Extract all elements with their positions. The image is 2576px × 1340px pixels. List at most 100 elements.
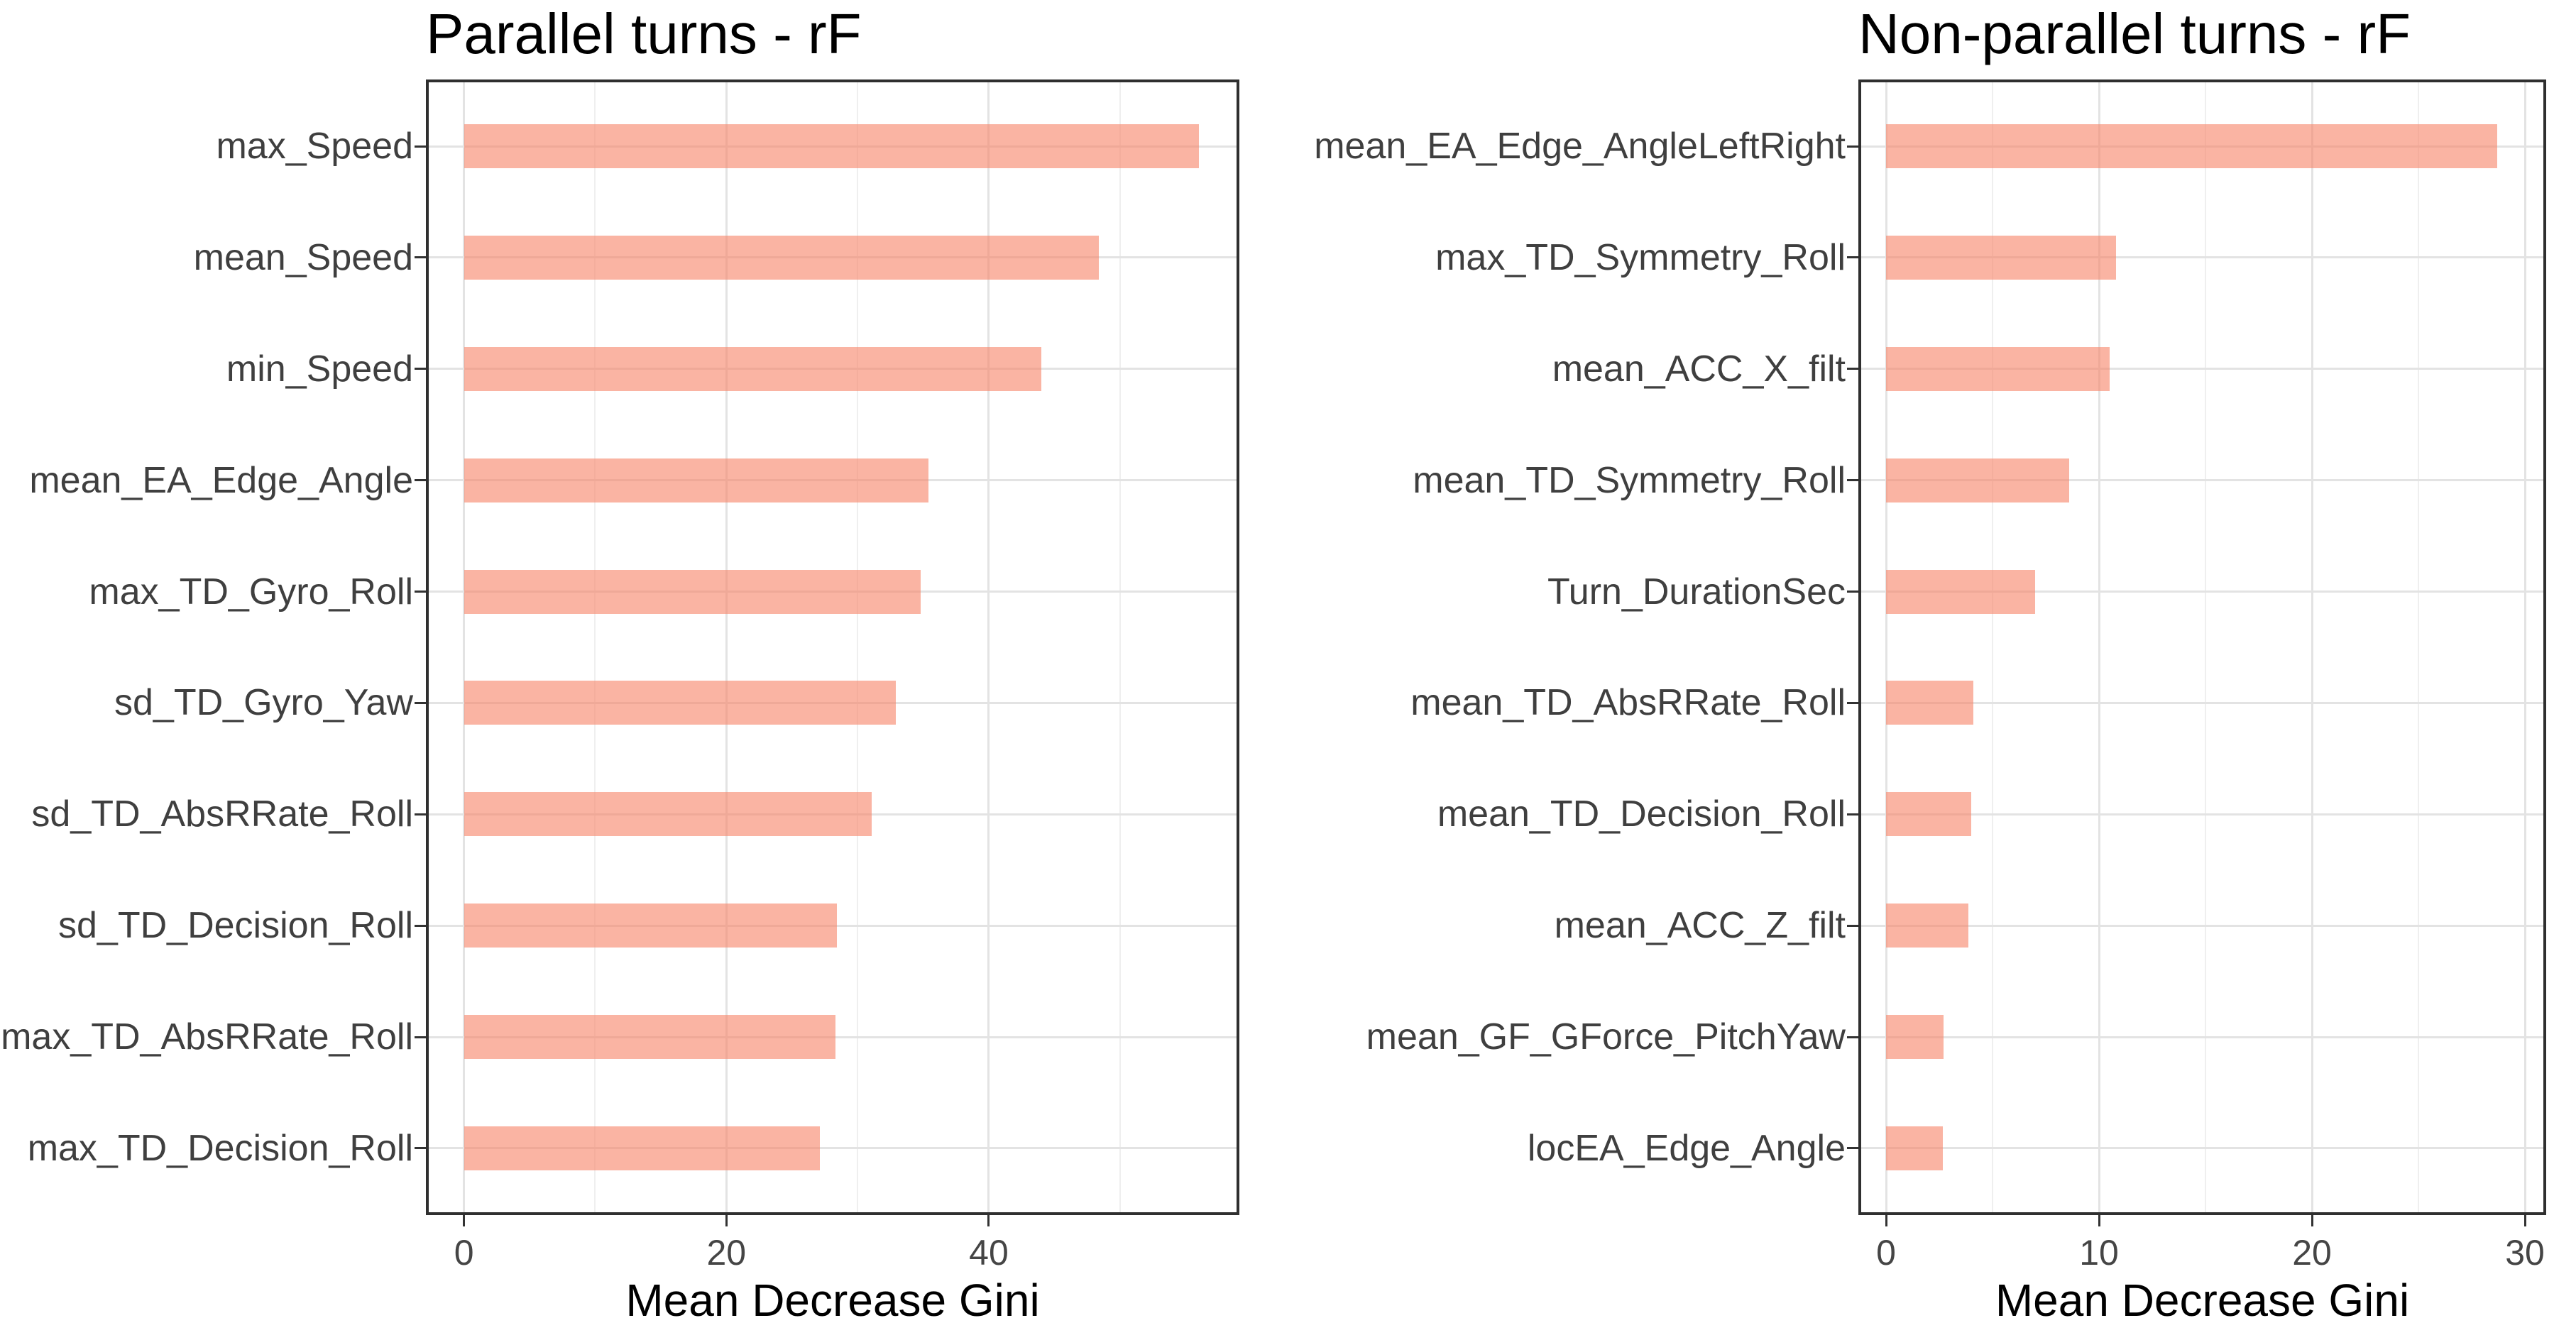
row-gridline bbox=[1858, 368, 2546, 370]
bar bbox=[464, 681, 896, 725]
y-axis-label: max_TD_Gyro_Roll bbox=[89, 571, 413, 613]
bar bbox=[1886, 1015, 1944, 1060]
y-tick bbox=[415, 145, 426, 148]
row-gridline bbox=[1858, 479, 2546, 482]
x-tick-label: 40 bbox=[969, 1233, 1009, 1273]
bar bbox=[464, 792, 872, 837]
grid-minor-vline bbox=[1992, 79, 1993, 1215]
bar bbox=[464, 235, 1100, 280]
y-axis-label: min_Speed bbox=[226, 348, 413, 390]
grid-major-vline bbox=[2311, 79, 2313, 1215]
bar bbox=[1886, 681, 1973, 725]
y-tick bbox=[1847, 479, 1858, 482]
bar bbox=[464, 124, 1199, 169]
y-axis-label: mean_TD_AbsRRate_Roll bbox=[1410, 682, 1846, 724]
y-tick bbox=[1847, 368, 1858, 370]
bar bbox=[1886, 235, 2116, 280]
grid-major-vline bbox=[725, 79, 728, 1215]
y-axis-label: sd_TD_Decision_Roll bbox=[58, 905, 413, 947]
x-tick bbox=[725, 1215, 728, 1226]
grid-major-vline bbox=[987, 79, 990, 1215]
bar bbox=[464, 1015, 835, 1060]
x-tick bbox=[987, 1215, 990, 1226]
y-tick bbox=[415, 701, 426, 704]
y-axis-label: mean_TD_Symmetry_Roll bbox=[1413, 459, 1846, 501]
y-tick bbox=[415, 924, 426, 927]
y-axis-label: max_TD_AbsRRate_Roll bbox=[1, 1016, 413, 1058]
right-x-axis-title: Mean Decrease Gini bbox=[1995, 1275, 2410, 1326]
y-tick bbox=[1847, 1036, 1858, 1038]
x-tick-label: 10 bbox=[2079, 1233, 2119, 1273]
row-gridline bbox=[1858, 813, 2546, 815]
bar bbox=[1886, 569, 2035, 614]
y-axis-label: mean_EA_Edge_Angle bbox=[29, 459, 413, 501]
y-axis-label: mean_GF_GForce_PitchYaw bbox=[1366, 1016, 1846, 1058]
y-axis-label: locEA_Edge_Angle bbox=[1527, 1127, 1846, 1169]
x-tick bbox=[2311, 1215, 2313, 1226]
y-axis-label: mean_TD_Decision_Roll bbox=[1437, 793, 1846, 835]
y-tick bbox=[1847, 813, 1858, 815]
x-tick-label: 30 bbox=[2505, 1233, 2545, 1273]
y-tick bbox=[415, 479, 426, 482]
grid-minor-vline bbox=[1119, 79, 1121, 1215]
y-axis-label: max_TD_Decision_Roll bbox=[27, 1127, 413, 1169]
row-gridline bbox=[1858, 1036, 2546, 1038]
row-gridline bbox=[1858, 924, 2546, 927]
grid-major-vline bbox=[2098, 79, 2100, 1215]
y-tick bbox=[415, 256, 426, 259]
y-axis-label: max_Speed bbox=[216, 126, 413, 168]
y-tick bbox=[415, 368, 426, 370]
bar bbox=[1886, 124, 2497, 169]
x-tick-label: 0 bbox=[454, 1233, 474, 1273]
bar bbox=[464, 458, 928, 502]
y-tick bbox=[415, 1147, 426, 1150]
row-gridline bbox=[1858, 591, 2546, 593]
y-tick bbox=[1847, 256, 1858, 259]
row-gridline bbox=[1858, 701, 2546, 704]
x-tick-label: 20 bbox=[2292, 1233, 2332, 1273]
bar bbox=[1886, 1126, 1943, 1170]
x-tick bbox=[463, 1215, 466, 1226]
y-axis-label: sd_TD_Gyro_Yaw bbox=[114, 682, 413, 724]
x-tick-label: 20 bbox=[706, 1233, 747, 1273]
left-chart-title: Parallel turns - rF bbox=[426, 2, 862, 65]
bar bbox=[1886, 792, 1971, 837]
bar bbox=[1886, 346, 2110, 391]
y-tick bbox=[415, 813, 426, 815]
x-tick bbox=[2098, 1215, 2100, 1226]
left-x-axis-title: Mean Decrease Gini bbox=[625, 1275, 1040, 1326]
left-plot-panel bbox=[426, 79, 1239, 1215]
grid-major-vline bbox=[1885, 79, 1887, 1215]
grid-minor-vline bbox=[2418, 79, 2419, 1215]
y-axis-label: mean_ACC_Z_filt bbox=[1554, 905, 1846, 947]
y-axis-label: sd_TD_AbsRRate_Roll bbox=[31, 793, 413, 835]
grid-major-vline bbox=[2523, 79, 2526, 1215]
y-axis-label: mean_ACC_X_filt bbox=[1552, 348, 1846, 390]
right-chart-title: Non-parallel turns - rF bbox=[1858, 2, 2411, 65]
row-gridline bbox=[1858, 256, 2546, 259]
x-tick bbox=[1885, 1215, 1887, 1226]
y-tick bbox=[415, 1036, 426, 1038]
y-tick bbox=[1847, 924, 1858, 927]
y-tick bbox=[1847, 701, 1858, 704]
grid-major-vline bbox=[463, 79, 466, 1215]
y-axis-label: mean_Speed bbox=[193, 236, 413, 278]
x-tick-label: 0 bbox=[1876, 1233, 1896, 1273]
row-gridline bbox=[426, 1147, 1239, 1150]
y-tick bbox=[1847, 145, 1858, 148]
bar bbox=[1886, 458, 2069, 502]
y-tick bbox=[1847, 591, 1858, 593]
grid-minor-vline bbox=[2205, 79, 2206, 1215]
bar bbox=[464, 1126, 820, 1170]
row-gridline bbox=[1858, 1147, 2546, 1150]
grid-minor-vline bbox=[594, 79, 596, 1215]
grid-minor-vline bbox=[857, 79, 859, 1215]
y-axis-label: max_TD_Symmetry_Roll bbox=[1435, 236, 1846, 278]
y-axis-label: mean_EA_Edge_AngleLeftRight bbox=[1314, 126, 1846, 168]
bar bbox=[464, 904, 837, 948]
y-tick bbox=[1847, 1147, 1858, 1150]
y-axis-label: Turn_DurationSec bbox=[1547, 571, 1846, 613]
bar bbox=[464, 346, 1041, 391]
